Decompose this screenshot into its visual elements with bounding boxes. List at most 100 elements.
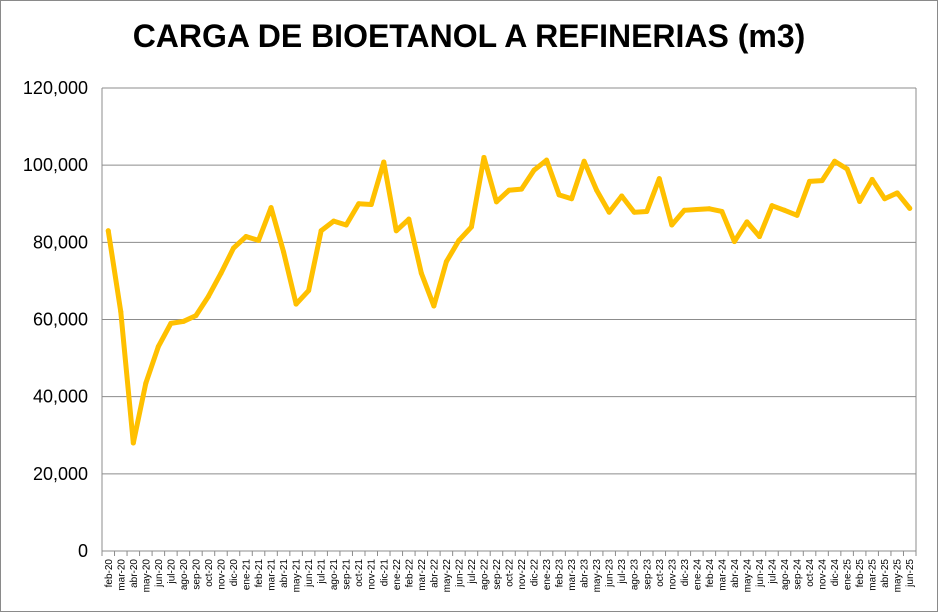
data-point bbox=[431, 303, 437, 309]
data-point bbox=[894, 190, 900, 196]
x-tick-label: jun-23 bbox=[605, 559, 616, 588]
data-point bbox=[318, 228, 324, 234]
x-tick-label: mar-20 bbox=[116, 559, 127, 591]
y-tick-label: 20,000 bbox=[33, 464, 88, 484]
x-tick-label: feb-21 bbox=[254, 559, 265, 588]
data-point bbox=[381, 159, 387, 165]
x-tick-label: dic-23 bbox=[680, 559, 691, 587]
data-point bbox=[569, 196, 575, 202]
x-tick-label: nov-24 bbox=[818, 559, 829, 590]
x-tick-label: ene-22 bbox=[392, 559, 403, 591]
data-point bbox=[631, 209, 637, 215]
data-point bbox=[869, 176, 875, 182]
data-point bbox=[681, 207, 687, 213]
chart-title: CARGA DE BIOETANOL A REFINERIAS (m3) bbox=[132, 18, 806, 54]
data-point bbox=[857, 198, 863, 204]
x-tick-label: oct-21 bbox=[354, 559, 365, 587]
x-tick-label: mar-22 bbox=[417, 559, 428, 591]
x-tick-label: abr-25 bbox=[880, 559, 891, 588]
data-point bbox=[807, 178, 813, 184]
x-tick-label: abr-23 bbox=[580, 559, 591, 588]
data-point bbox=[493, 199, 499, 205]
x-tick-label: nov-23 bbox=[667, 559, 678, 590]
data-point bbox=[130, 440, 136, 446]
x-tick-label: ago-23 bbox=[630, 559, 641, 591]
data-point bbox=[256, 237, 262, 243]
x-tick-label: ene-24 bbox=[692, 559, 703, 591]
data-point bbox=[193, 313, 199, 319]
plot-area bbox=[105, 154, 913, 446]
data-point bbox=[230, 245, 236, 251]
y-tick-label: 0 bbox=[78, 541, 88, 561]
x-tick-label: jun-21 bbox=[304, 559, 315, 588]
x-tick-label: feb-20 bbox=[104, 559, 115, 588]
x-tick-label: nov-21 bbox=[367, 559, 378, 590]
data-point bbox=[619, 193, 625, 199]
y-tick-label: 80,000 bbox=[33, 232, 88, 252]
data-point bbox=[694, 207, 700, 213]
x-tick-label: dic-24 bbox=[830, 559, 841, 587]
x-tick-label: oct-23 bbox=[655, 559, 666, 587]
y-tick-label: 60,000 bbox=[33, 310, 88, 330]
x-tick-label: jun-20 bbox=[154, 559, 165, 588]
data-point bbox=[406, 216, 412, 222]
x-tick-label: jun-24 bbox=[755, 559, 766, 588]
x-tick-label: feb-22 bbox=[404, 559, 415, 588]
y-tick-label: 40,000 bbox=[33, 387, 88, 407]
data-point bbox=[744, 219, 750, 225]
x-tick-label: jul-22 bbox=[467, 559, 478, 585]
x-tick-label: may-21 bbox=[292, 559, 303, 593]
x-tick-label: may-25 bbox=[893, 559, 904, 593]
x-tick-label: oct-20 bbox=[204, 559, 215, 587]
data-point bbox=[343, 222, 349, 228]
x-tick-label: ago-24 bbox=[780, 559, 791, 591]
data-point bbox=[393, 228, 399, 234]
x-tick-label: mar-23 bbox=[567, 559, 578, 591]
x-tick-label: abr-24 bbox=[730, 559, 741, 588]
y-tick-label: 100,000 bbox=[23, 155, 88, 175]
data-point bbox=[105, 228, 111, 234]
data-point bbox=[468, 224, 474, 230]
data-point bbox=[243, 234, 249, 240]
data-point bbox=[118, 309, 124, 315]
x-tick-label: dic-21 bbox=[379, 559, 390, 587]
series-line bbox=[105, 154, 913, 446]
x-tick-label: sep-22 bbox=[492, 559, 503, 590]
data-point bbox=[143, 380, 149, 386]
data-point bbox=[168, 320, 174, 326]
x-tick-label: jul-24 bbox=[767, 559, 778, 585]
x-tick-label: feb-23 bbox=[555, 559, 566, 588]
data-point bbox=[644, 208, 650, 214]
x-tick-label: may-24 bbox=[742, 559, 753, 593]
x-tick-label: may-20 bbox=[141, 559, 152, 593]
data-point bbox=[180, 318, 186, 324]
data-point bbox=[907, 205, 913, 211]
x-tick-label: sep-23 bbox=[642, 559, 653, 590]
x-tick-label: sep-21 bbox=[342, 559, 353, 590]
data-point bbox=[293, 301, 299, 307]
data-point bbox=[506, 187, 512, 193]
x-tick-label: may-22 bbox=[442, 559, 453, 593]
x-tick-label: oct-22 bbox=[505, 559, 516, 587]
x-tick-label: abr-21 bbox=[279, 559, 290, 588]
data-point bbox=[544, 157, 550, 163]
data-point bbox=[769, 203, 775, 209]
x-tick-label: dic-20 bbox=[229, 559, 240, 587]
y-tick-label: 120,000 bbox=[23, 78, 88, 98]
data-point bbox=[368, 202, 374, 208]
x-tick-label: dic-22 bbox=[530, 559, 541, 587]
data-point bbox=[218, 270, 224, 276]
data-point bbox=[669, 222, 675, 228]
data-point bbox=[581, 158, 587, 164]
data-point bbox=[205, 293, 211, 299]
data-point bbox=[456, 237, 462, 243]
data-point bbox=[331, 218, 337, 224]
x-tick-label: sep-24 bbox=[793, 559, 804, 590]
x-tick-label: ene-21 bbox=[242, 559, 253, 591]
x-tick-label: mar-24 bbox=[717, 559, 728, 591]
x-tick-label: mar-25 bbox=[868, 559, 879, 591]
x-tick-label: jun-22 bbox=[454, 559, 465, 588]
data-point bbox=[519, 186, 525, 192]
